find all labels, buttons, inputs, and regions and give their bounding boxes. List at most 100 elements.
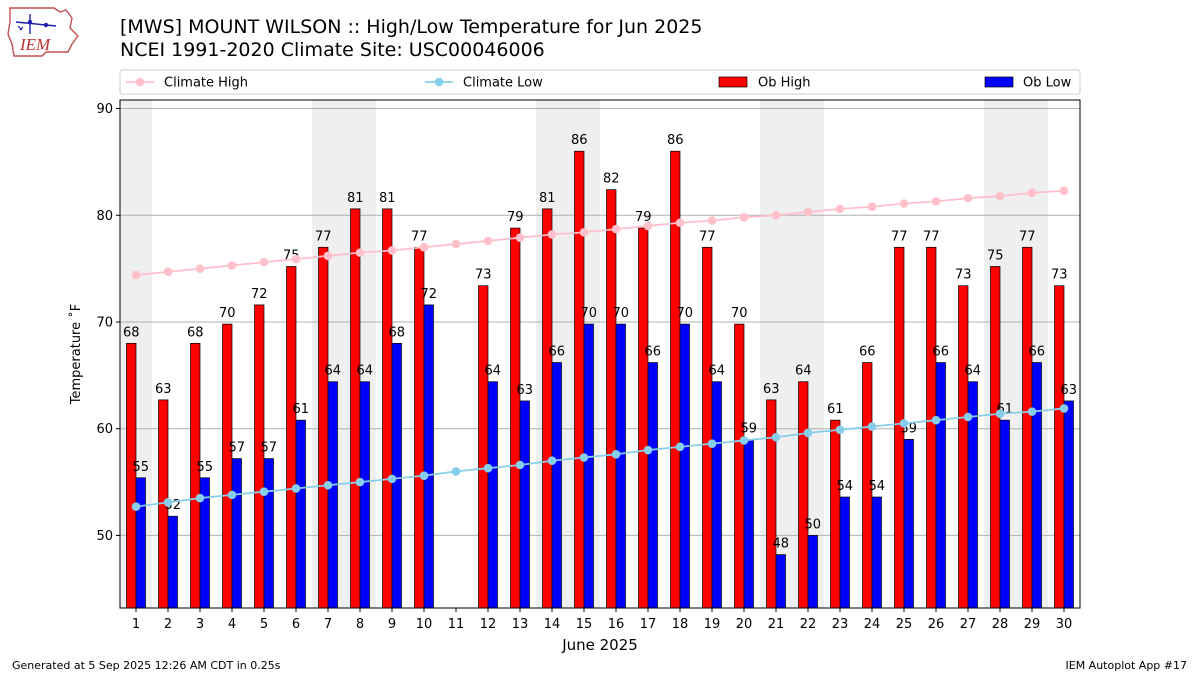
climate-high-point — [291, 254, 301, 264]
ob-high-label: 77 — [891, 229, 908, 244]
ob-low-bar — [391, 342, 402, 609]
x-tick-label: 4 — [228, 617, 236, 632]
climate-high-point — [131, 270, 141, 280]
y-tick-label: 90 — [96, 102, 113, 117]
climate-low-point — [483, 463, 493, 473]
ob-high-label: 86 — [571, 133, 588, 148]
ob-high-label: 81 — [379, 191, 396, 206]
ob-high-label: 77 — [315, 229, 332, 244]
x-tick-label: 9 — [388, 617, 396, 632]
ob-low-label: 64 — [356, 364, 373, 379]
weekend-shade — [984, 100, 1016, 608]
ob-high-bar — [670, 150, 681, 609]
ob-high-label: 77 — [411, 229, 428, 244]
x-tick-label: 5 — [260, 617, 268, 632]
climate-low-point — [195, 493, 205, 503]
x-tick-label: 1 — [132, 617, 140, 632]
climate-low-point — [963, 412, 973, 422]
climate-low-point — [131, 502, 141, 511]
x-tick-label: 26 — [928, 617, 945, 632]
chart-title: [MWS] MOUNT WILSON :: High/Low Temperatu… — [120, 16, 703, 38]
ob-low-bar — [935, 362, 946, 609]
x-tick-label: 30 — [1056, 617, 1073, 632]
plot-frame — [119, 99, 1081, 609]
ob-high-label: 73 — [1051, 268, 1068, 283]
climate-low-point — [419, 471, 429, 480]
ob-high-bar — [190, 342, 201, 609]
climate-low-point — [579, 453, 589, 462]
ob-low-bar — [775, 554, 786, 609]
ob-low-label: 70 — [612, 306, 629, 321]
climate-high-point — [227, 261, 237, 270]
ob-high-label: 68 — [187, 325, 204, 340]
ob-low-bar — [551, 362, 562, 609]
ob-low-label: 59 — [900, 421, 917, 436]
climate-low-point — [675, 442, 685, 452]
weekend-shade — [568, 100, 600, 608]
climate-low-point — [931, 415, 941, 425]
ob-high-bar — [510, 227, 521, 609]
weekend-shade — [536, 100, 568, 608]
ob-high-label: 77 — [699, 229, 716, 244]
climate-high-point — [259, 257, 269, 267]
climate-high-point — [579, 228, 589, 237]
ob-high-label: 70 — [219, 306, 236, 321]
ob-high-label: 70 — [731, 306, 748, 321]
x-tick-label: 6 — [292, 617, 300, 632]
ob-low-label: 57 — [260, 441, 277, 456]
ob-high-bar — [894, 246, 905, 609]
climate-high-point — [803, 207, 813, 217]
ob-low-label: 70 — [676, 306, 693, 321]
ob-high-bar — [926, 246, 937, 609]
chart-subtitle: NCEI 1991-2020 Climate Site: USC00046006 — [120, 39, 545, 61]
ob-low-bar — [423, 304, 434, 609]
climate-low-point — [323, 480, 333, 490]
ob-high-label: 66 — [859, 345, 876, 360]
ob-low-label: 57 — [228, 441, 245, 456]
climate-high-point — [547, 230, 557, 239]
climate-low-line — [135, 407, 1065, 508]
ob-high-label: 81 — [539, 191, 556, 206]
climate-high-point — [931, 197, 941, 206]
ob-high-label: 63 — [155, 382, 172, 397]
climate-high-point — [483, 236, 493, 246]
ob-low-bar — [647, 362, 658, 609]
ob-low-label: 59 — [740, 421, 757, 436]
ob-low-bar — [839, 496, 850, 609]
x-tick-label: 20 — [736, 617, 753, 632]
x-tick-label: 21 — [768, 617, 785, 632]
ob-low-bar — [711, 381, 722, 609]
ob-high-label: 73 — [475, 268, 492, 283]
climate-low-point — [1059, 404, 1069, 413]
x-tick-label: 19 — [704, 617, 721, 632]
ob-low-bar — [359, 381, 370, 609]
ob-high-bar — [382, 208, 393, 609]
ob-low-bar — [487, 381, 498, 609]
ob-low-label: 55 — [196, 460, 213, 475]
weekend-shade — [344, 100, 376, 608]
ob-high-bar — [350, 208, 361, 609]
x-tick-label: 24 — [864, 617, 881, 632]
ob-high-bar — [862, 362, 873, 609]
ob-low-label: 61 — [292, 402, 309, 417]
ob-high-label: 75 — [283, 248, 300, 263]
y-tick-label: 80 — [96, 209, 113, 224]
x-tick-label: 3 — [196, 617, 204, 632]
ob-low-label: 70 — [580, 306, 597, 321]
ob-high-bar — [542, 208, 553, 609]
x-axis-label: June 2025 — [561, 636, 638, 654]
climate-low-point — [355, 477, 365, 487]
ob-high-bar — [958, 285, 969, 609]
climate-high-point — [675, 218, 685, 228]
x-tick-label: 15 — [576, 617, 593, 632]
ob-low-label: 64 — [964, 364, 981, 379]
climate-low-point — [291, 484, 301, 493]
ob-low-label: 63 — [516, 383, 533, 398]
ob-high-bar — [702, 246, 713, 609]
ob-low-label: 64 — [708, 364, 725, 379]
ob-high-bar — [990, 266, 1001, 609]
ob-high-label: 68 — [123, 325, 140, 340]
ob-low-label: 64 — [324, 364, 341, 379]
y-tick-label: 60 — [96, 422, 113, 437]
